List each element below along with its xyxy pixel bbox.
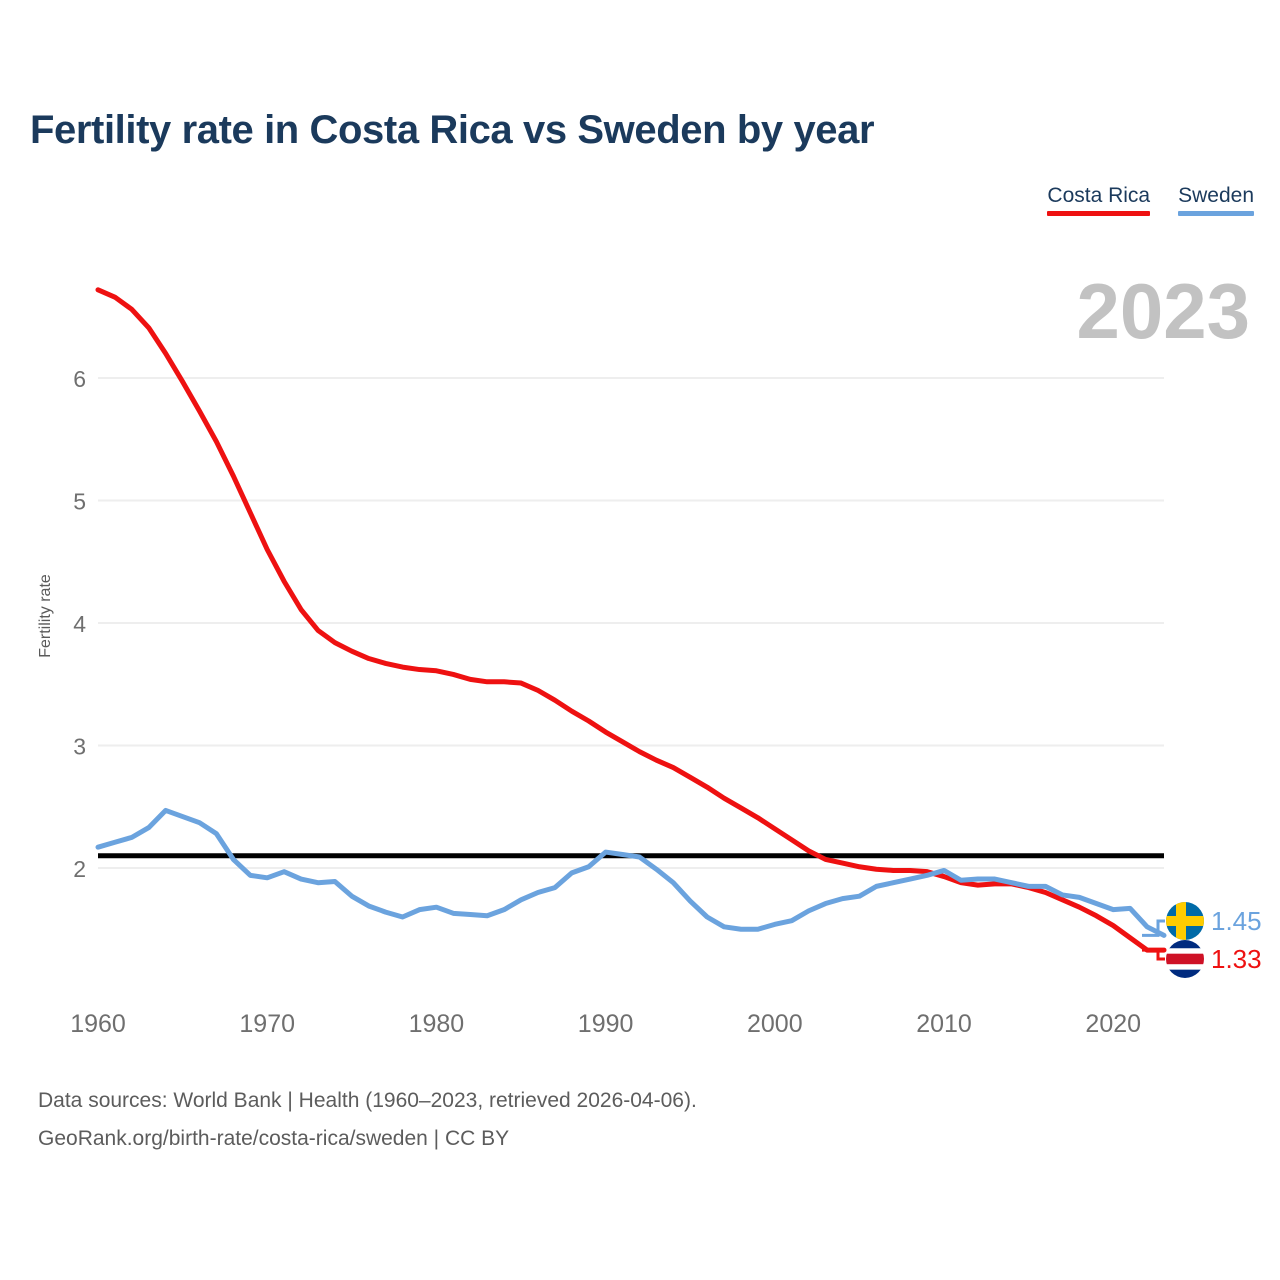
legend-swatch-sweden <box>1178 211 1254 216</box>
x-tick-label: 2000 <box>747 1010 803 1038</box>
series-lines <box>95 287 1167 953</box>
chart-legend: Costa Rica Sweden <box>1047 183 1254 216</box>
y-axis-title-text: Fertility rate <box>37 574 54 658</box>
x-tick-label: 1980 <box>409 1010 465 1038</box>
series-line-costa-rica[interactable] <box>95 287 1167 953</box>
end-label-value-sweden: 1.45 <box>1211 906 1262 936</box>
legend-item-sweden[interactable]: Sweden <box>1178 183 1254 216</box>
footer: Data sources: World Bank | Health (1960–… <box>38 1082 697 1158</box>
y-tick-label: 3 <box>73 734 86 760</box>
x-tick-label: 2020 <box>1085 1010 1141 1038</box>
legend-label-sweden: Sweden <box>1178 184 1254 207</box>
y-tick-label: 5 <box>73 489 86 515</box>
y-axis-ticks: 2 3 4 5 6 <box>73 366 86 882</box>
plot-area: 2 3 4 5 6 1960 1970 1980 1990 2000 2010 2020 Ferti… <box>37 287 1262 1038</box>
x-tick-label: 1970 <box>239 1010 295 1038</box>
gridlines <box>98 377 1164 869</box>
x-tick-label: 1990 <box>578 1010 634 1038</box>
y-tick-label: 6 <box>73 366 86 392</box>
x-tick-label: 1960 <box>70 1010 126 1038</box>
x-axis-ticks: 1960 1970 1980 1990 2000 2010 2020 <box>70 1010 1141 1038</box>
end-labels: 1.45 1.33 <box>1142 902 1262 978</box>
legend-swatch-costa-rica <box>1047 211 1151 216</box>
year-watermark: 2023 <box>1076 267 1250 355</box>
legend-label-costa-rica: Costa Rica <box>1047 184 1151 207</box>
end-label-connector <box>1142 919 1165 937</box>
x-tick-label: 2010 <box>916 1010 972 1038</box>
y-tick-label: 2 <box>73 856 86 882</box>
sweden-flag-icon <box>1166 902 1204 940</box>
y-tick-label: 4 <box>73 611 86 637</box>
footer-attribution: GeoRank.org/birth-rate/costa-rica/sweden… <box>38 1127 510 1150</box>
legend-item-costa-rica[interactable]: Costa Rica <box>1047 183 1151 216</box>
end-label-value-costa-rica: 1.33 <box>1211 944 1262 974</box>
costa-rica-flag-icon <box>1166 940 1204 978</box>
page-title: Fertility rate in Costa Rica vs Sweden b… <box>30 108 875 152</box>
y-axis-title: Fertility rate <box>37 574 54 658</box>
end-label-connector <box>1142 948 1165 961</box>
footer-data-sources: Data sources: World Bank | Health (1960–… <box>38 1089 697 1112</box>
series-line-sweden[interactable] <box>95 807 1167 938</box>
